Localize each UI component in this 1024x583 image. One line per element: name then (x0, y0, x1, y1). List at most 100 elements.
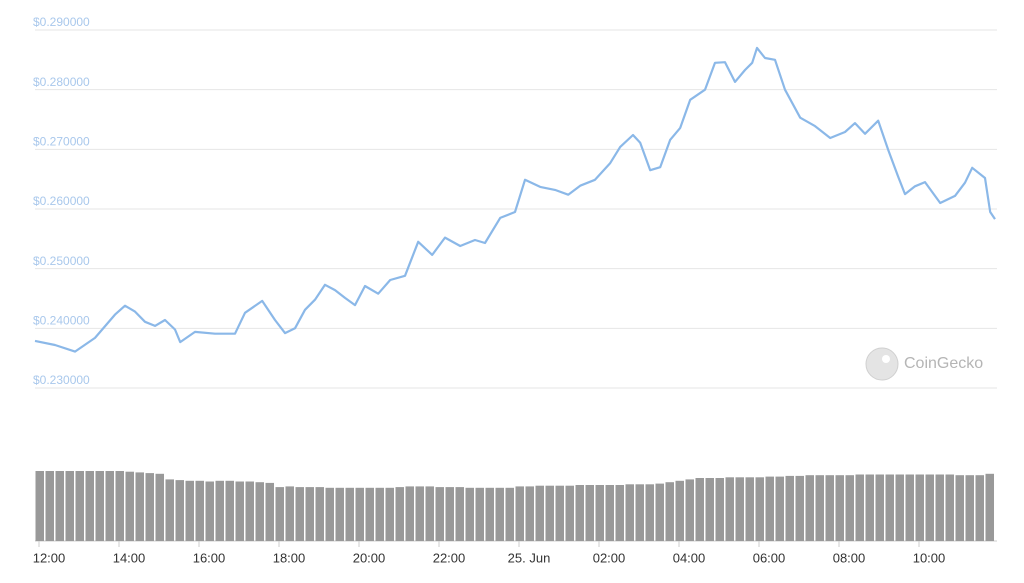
volume-bar (175, 480, 184, 541)
volume-bar (385, 487, 394, 541)
volume-bar (595, 485, 604, 541)
volume-bar (395, 487, 404, 541)
volume-bar (655, 483, 664, 541)
volume-bar (895, 474, 904, 541)
volume-bar (475, 487, 484, 541)
volume-bar (665, 482, 674, 541)
watermark: CoinGecko (904, 355, 983, 372)
y-tick-label: $0.270000 (33, 135, 90, 149)
y-tick-label: $0.290000 (33, 15, 90, 29)
volume-bar (195, 480, 204, 541)
volume-bar (105, 471, 114, 541)
volume-bar (305, 487, 314, 541)
volume-bar (805, 475, 814, 541)
volume-bar (855, 474, 864, 541)
volume-bar (575, 485, 584, 541)
volume-bar (685, 479, 694, 541)
x-tick-label: 12:00 (33, 550, 66, 565)
x-tick-label: 04:00 (673, 550, 706, 565)
volume-bar (315, 487, 324, 541)
volume-bar (565, 485, 574, 541)
volume-bar (695, 478, 704, 541)
x-tick-label: 20:00 (353, 550, 386, 565)
y-tick-label: $0.280000 (33, 75, 90, 89)
volume-bar (545, 485, 554, 541)
volume-bar (345, 487, 354, 541)
plot: $0.290000 $0.280000 $0.270000 $0.260000 $0.2… (33, 15, 997, 565)
volume-bar (815, 475, 824, 541)
x-tick-label: 14:00 (113, 550, 146, 565)
volume-bar (465, 487, 474, 541)
x-tick-label: 06:00 (753, 550, 786, 565)
volume-bar (835, 475, 844, 541)
volume-bar (185, 480, 194, 541)
volume-bar (365, 487, 374, 541)
x-tick-label: 02:00 (593, 550, 626, 565)
x-tick-label: 22:00 (433, 550, 466, 565)
volume-bar (555, 485, 564, 541)
x-tick-label: 08:00 (833, 550, 866, 565)
volume-bar (625, 484, 634, 541)
volume-bar (405, 486, 414, 541)
volume-bar (715, 478, 724, 541)
volume-bar (935, 474, 944, 541)
volume-bar (325, 487, 334, 541)
volume-bar (485, 487, 494, 541)
volume-bar (165, 479, 174, 541)
volume-bar (915, 474, 924, 541)
volume-bar (825, 475, 834, 541)
volume-bar (515, 486, 524, 541)
volume-bar (425, 486, 434, 541)
volume-bar (115, 471, 124, 541)
volume-bar (605, 485, 614, 541)
y-tick-label: $0.230000 (33, 373, 90, 387)
volume-bar (275, 487, 284, 541)
volume-bar (375, 487, 384, 541)
volume-bar (225, 480, 234, 541)
volume-bar (445, 487, 454, 541)
volume-bar (205, 481, 214, 541)
volume-bar (435, 487, 444, 541)
volume-bar (415, 486, 424, 541)
volume-bar (495, 487, 504, 541)
volume-bar (125, 471, 134, 541)
volume-bar (455, 487, 464, 541)
logo-eye (882, 355, 890, 363)
volume-bar (75, 471, 84, 541)
x-tick-label: 25. Jun (508, 550, 551, 565)
volume-bar (295, 487, 304, 541)
volume-bar (335, 487, 344, 541)
logo (865, 347, 899, 381)
volume-bar (845, 475, 854, 541)
volume-bar (755, 477, 764, 541)
volume-bar (35, 471, 44, 541)
volume-bar (355, 487, 364, 541)
volume-bar (95, 471, 104, 541)
volume-bar (215, 480, 224, 541)
volume-bar (265, 482, 274, 541)
volume-bar (705, 478, 714, 541)
price-line (34, 46, 996, 353)
volume-bar (45, 471, 54, 541)
volume-bar (505, 487, 514, 541)
y-tick-label: $0.260000 (33, 194, 90, 208)
x-tick-label: 18:00 (273, 550, 306, 565)
volume-bar (865, 474, 874, 541)
volume-bar (645, 484, 654, 541)
volume-bar (745, 477, 754, 541)
volume-bar (675, 480, 684, 541)
volume-bar (905, 474, 914, 541)
volume-bar (955, 475, 964, 541)
volume-bar (965, 475, 974, 541)
volume-bar (535, 485, 544, 541)
volume-bar (155, 473, 164, 541)
y-tick-label: $0.240000 (33, 314, 90, 328)
volume-bar (255, 482, 264, 541)
volume-bar (875, 474, 884, 541)
volume-bar (235, 481, 244, 541)
volume-bar (925, 474, 934, 541)
volume-bar (145, 473, 154, 541)
volume-bar (945, 474, 954, 541)
volume-bar (525, 486, 534, 541)
